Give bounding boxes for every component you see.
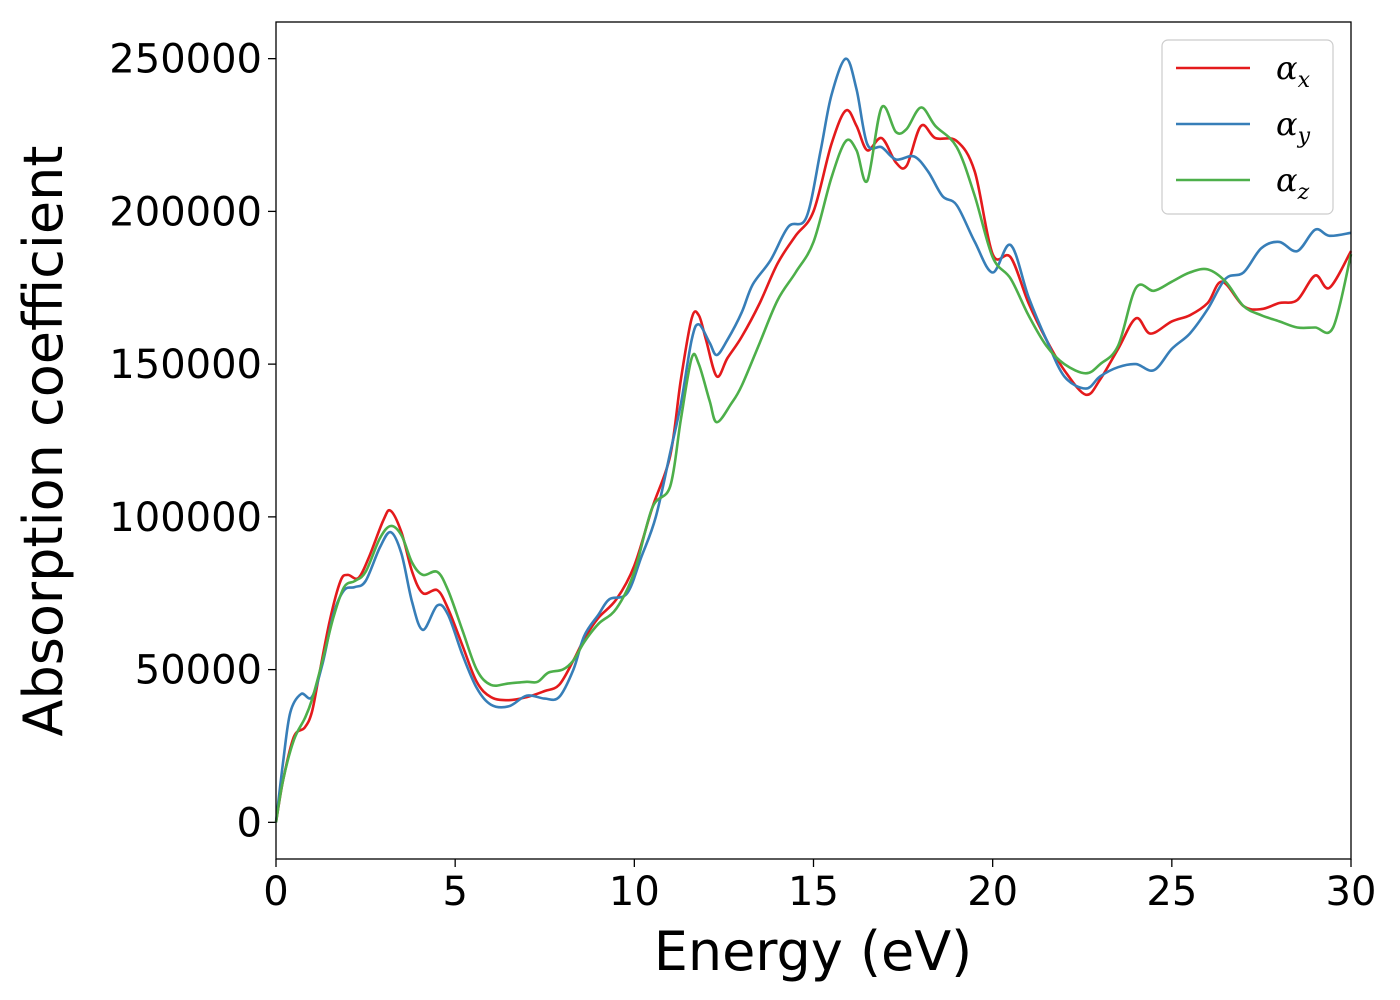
series-line-y bbox=[274, 57, 1352, 823]
x-axis-label: Energy (eV) bbox=[654, 920, 973, 983]
x-tick-label: 25 bbox=[1146, 869, 1197, 915]
x-tick-label: 15 bbox=[788, 869, 839, 915]
y-tick-label: 50000 bbox=[135, 648, 262, 694]
legend-symbol: α bbox=[1276, 49, 1298, 87]
plot-frame bbox=[275, 21, 1352, 860]
series-line-z bbox=[274, 104, 1353, 823]
x-tick-label: 30 bbox=[1326, 869, 1377, 915]
legend-box bbox=[1161, 39, 1334, 215]
legend-subscript: z bbox=[1297, 180, 1310, 205]
y-tick-label: 100000 bbox=[109, 495, 262, 541]
x-tick-label: 5 bbox=[442, 869, 467, 915]
y-axis-label: Absorption coefficient bbox=[12, 146, 75, 737]
x-tick-label: 0 bbox=[263, 869, 288, 915]
series-line-x bbox=[274, 108, 1353, 823]
y-tick-label: 250000 bbox=[109, 37, 262, 83]
legend-subscript: y bbox=[1297, 124, 1311, 149]
y-tick-label: 150000 bbox=[109, 342, 262, 388]
axis-ticks: 0 5 10 15 20 25 30 0 50000 100000 150000 200000 2500… bbox=[109, 37, 1376, 915]
legend-label-x: αx bbox=[1276, 49, 1311, 93]
legend-symbol: α bbox=[1276, 161, 1298, 199]
legend-subscript: x bbox=[1298, 68, 1311, 93]
legend-label-y: αy bbox=[1276, 105, 1311, 149]
legend-symbol: α bbox=[1276, 105, 1298, 143]
x-tick-label: 20 bbox=[967, 869, 1018, 915]
y-tick-label: 200000 bbox=[109, 189, 262, 235]
x-tick-label: 10 bbox=[609, 869, 660, 915]
series-layer bbox=[274, 57, 1353, 823]
y-tick-label: 0 bbox=[237, 800, 262, 846]
legend-label-z: αz bbox=[1276, 161, 1310, 205]
